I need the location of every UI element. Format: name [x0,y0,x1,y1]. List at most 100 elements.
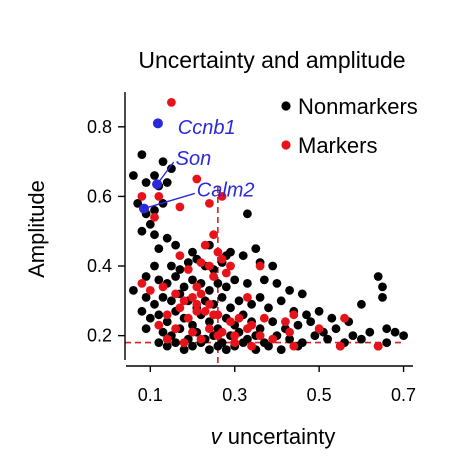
nonmarker-point [285,286,294,295]
marker-point [200,306,210,316]
nonmarker-point [285,334,294,344]
legend: Nonmarkers Markers [281,94,418,158]
marker-point [171,324,181,334]
marker-point [314,324,324,334]
marker-point [192,306,202,316]
nonmarker-point [310,331,320,340]
marker-point [209,272,219,281]
x-axis-label: v uncertainty [211,424,336,449]
nonmarker-point [213,279,223,288]
marker-point [281,317,290,327]
nonmarker-point [141,272,151,281]
nonmarker-point [205,317,214,327]
marker-point [285,327,294,337]
highlight-point-son [152,179,163,190]
nonmarker-point [331,324,341,334]
nonmarker-point [167,296,176,306]
nonmarker-point [365,327,375,337]
nonmarker-point [150,299,159,309]
marker-point [192,174,202,184]
marker-point [196,289,206,299]
gene-label-son: Son [176,148,212,170]
marker-point [150,212,159,222]
plot-area: Ccnb1 Son Calm2 [125,98,408,364]
marker-point [335,341,345,351]
x-axis-ticks: 0.1 0.3 0.5 0.7 [138,366,416,405]
nonmarker-point [158,293,168,302]
marker-point [340,313,349,323]
nonmarker-point [150,171,159,180]
nonmarker-point [129,171,138,180]
nonmarker-point [357,299,366,309]
nonmarker-point [251,244,261,254]
annotation-line-calm2 [143,192,195,210]
nonmarker-point [357,334,366,344]
x-axis-label-variable: v [211,424,224,449]
nonmarker-point [226,247,235,257]
marker-point [162,334,172,344]
nonmarker-point [264,303,273,313]
marker-point [196,334,206,344]
marker-point [213,331,223,340]
nonmarker-point [162,317,172,327]
marker-point [200,240,210,250]
marker-point [167,98,176,107]
nonmarker-point [230,275,240,285]
marker-point [192,282,202,292]
nonmarker-point [348,331,358,340]
nonmarker-point [188,247,197,257]
marker-point [226,261,235,271]
marker-point [289,341,299,351]
nonmarker-point [150,205,159,215]
nonmarker-point [238,338,248,347]
marker-point [230,331,240,340]
nonmarker-point [259,275,269,285]
marker-point [192,299,202,309]
nonmarker-point [162,233,172,243]
nonmarker-point [243,209,252,219]
marker-point [259,313,269,323]
reference-lines [125,187,402,364]
x-tick-label: 0.1 [138,385,163,405]
legend-marker-nonmarkers [281,101,291,111]
nonmarker-point [133,199,143,208]
marker-point [188,327,197,337]
nonmarker-point [141,178,151,187]
nonmarker-point [137,306,147,316]
marker-point [221,268,231,278]
gene-annotations: Ccnb1 Son Calm2 [138,117,255,214]
nonmarker-point [234,296,244,306]
nonmarker-point [183,258,193,267]
nonmarker-point [302,310,311,320]
nonmarker-point [171,240,181,250]
marker-point [183,313,193,323]
nonmarker-point [306,317,316,327]
nonmarker-point [141,324,151,334]
x-tick-label: 0.3 [222,385,247,405]
marker-point [205,324,214,334]
marker-point [196,258,206,267]
marker-point [373,341,383,351]
nonmarker-point [268,317,278,327]
nonmarker-point [167,164,176,174]
marker-point [205,261,214,271]
y-axis-label: Amplitude [24,180,49,278]
nonmarker-point [154,275,164,285]
nonmarker-point [217,293,227,302]
nonmarker-point [154,244,164,254]
nonmarker-point [323,334,332,344]
nonmarker-point [158,327,168,337]
y-axis-ticks: 0.2 0.4 0.6 0.8 [87,117,125,346]
nonmarker-point [145,219,155,229]
nonmarker-point [141,293,151,302]
highlight-point-calm2 [138,203,149,214]
marker-point [234,313,244,323]
nonmarker-point [188,275,197,285]
nonmarker-point [264,341,273,351]
y-tick-label: 0.6 [87,186,112,206]
chart-title: Uncertainty and amplitude [138,47,405,73]
nonmarker-point [213,341,223,351]
nonmarker-point [276,296,286,306]
nonmarker-point [162,341,172,351]
series-nonmarkers [129,150,408,354]
